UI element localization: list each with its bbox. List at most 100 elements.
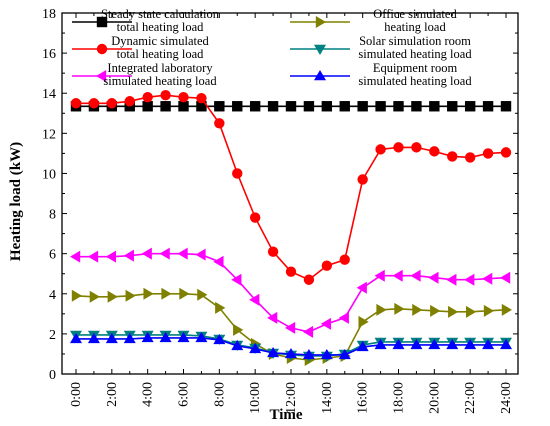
- x-tick-label: 16:00: [356, 382, 371, 414]
- data-point: [321, 260, 333, 271]
- series-2: [70, 247, 511, 338]
- data-point: [428, 271, 439, 284]
- legend-label: simulated heating load: [358, 47, 472, 61]
- data-point: [105, 332, 118, 344]
- y-tick-label: 14: [42, 87, 56, 102]
- data-point: [411, 142, 422, 153]
- data-point: [393, 142, 404, 153]
- data-point: [465, 305, 477, 318]
- data-point: [106, 98, 118, 109]
- data-point: [214, 101, 225, 112]
- series-3: [71, 287, 512, 366]
- data-point: [160, 101, 171, 112]
- x-axis-title: Time: [269, 407, 302, 423]
- data-point: [215, 301, 226, 314]
- data-point: [302, 348, 315, 360]
- data-point: [143, 287, 154, 300]
- y-axis-title: Heating load (kW): [8, 142, 24, 261]
- y-tick-label: 4: [49, 288, 56, 303]
- legend-label: Integrated laboratory: [107, 61, 213, 75]
- data-point: [428, 338, 441, 350]
- data-point: [358, 315, 369, 328]
- data-point: [160, 90, 171, 101]
- legend-label: simulated heating load: [103, 74, 217, 88]
- data-point: [159, 331, 172, 343]
- data-point: [482, 272, 493, 285]
- data-point: [196, 93, 207, 104]
- data-point: [356, 281, 367, 294]
- data-point: [123, 249, 134, 262]
- x-tick-label: 12:00: [284, 382, 299, 414]
- data-point: [500, 338, 512, 350]
- legend-label: Steady state calculation: [101, 7, 220, 21]
- data-point: [446, 338, 459, 350]
- data-point: [70, 250, 81, 263]
- data-point: [159, 247, 170, 260]
- data-point: [89, 290, 100, 303]
- data-point: [464, 101, 476, 112]
- data-point: [464, 152, 476, 163]
- series-0: [70, 101, 512, 112]
- data-point: [500, 101, 512, 112]
- data-point: [410, 269, 421, 282]
- data-point: [214, 118, 225, 129]
- data-point: [213, 255, 224, 268]
- x-tick-label: 6:00: [177, 382, 192, 407]
- data-point: [178, 101, 189, 112]
- data-point: [231, 273, 242, 286]
- legend-marker: [315, 16, 326, 28]
- legend-label: total heating load: [117, 20, 205, 34]
- legend-marker: [314, 44, 326, 55]
- data-point: [125, 289, 136, 302]
- data-point: [302, 325, 314, 338]
- data-point: [448, 305, 459, 318]
- data-point: [249, 212, 261, 223]
- data-point: [357, 174, 368, 185]
- x-tick-label: 0:00: [69, 382, 84, 407]
- data-point: [375, 144, 386, 155]
- x-tick-label: 2:00: [105, 382, 120, 407]
- data-point: [392, 338, 405, 350]
- data-point: [394, 302, 405, 315]
- data-point: [482, 148, 494, 159]
- data-point: [356, 340, 369, 352]
- data-point: [447, 101, 458, 112]
- x-tick-label: 20:00: [427, 382, 442, 414]
- data-point: [232, 101, 243, 112]
- data-point: [70, 332, 82, 344]
- data-point: [232, 168, 243, 179]
- legend-marker: [96, 70, 107, 82]
- x-tick-label: 24:00: [499, 382, 514, 414]
- data-point: [177, 331, 190, 343]
- data-point: [124, 96, 135, 107]
- data-point: [87, 250, 99, 263]
- data-point: [303, 274, 315, 285]
- x-tick-label: 14:00: [320, 382, 335, 414]
- legend-marker: [96, 16, 108, 28]
- series-1: [70, 90, 512, 285]
- legend-marker: [314, 70, 326, 81]
- data-point: [374, 269, 385, 282]
- data-point: [285, 321, 296, 334]
- data-point: [249, 101, 261, 112]
- x-tick-label: 10:00: [248, 382, 263, 414]
- data-point: [233, 323, 244, 336]
- data-point: [249, 342, 262, 354]
- y-tick-label: 0: [49, 368, 56, 383]
- data-point: [177, 247, 188, 260]
- y-tick-label: 16: [42, 47, 56, 62]
- data-point: [429, 146, 440, 157]
- data-point: [141, 247, 152, 260]
- data-point: [483, 304, 495, 317]
- data-point: [179, 287, 190, 300]
- x-tick-label: 8:00: [212, 382, 227, 407]
- data-point: [501, 303, 512, 316]
- data-point: [249, 293, 260, 306]
- series-line-1: [76, 94, 507, 281]
